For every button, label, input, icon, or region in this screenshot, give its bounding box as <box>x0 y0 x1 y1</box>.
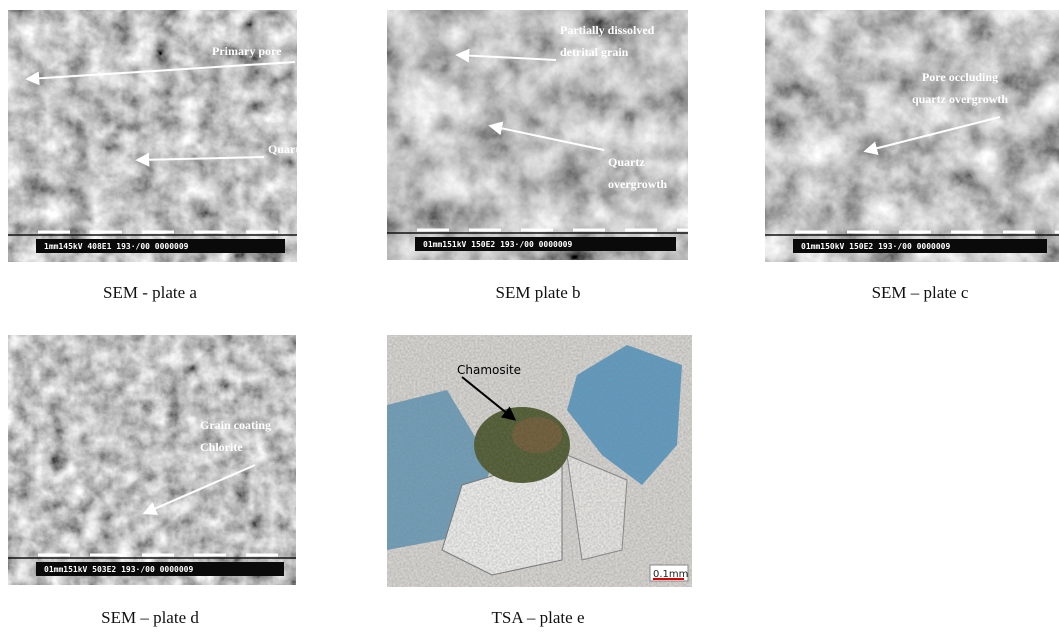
annotation-arrow <box>863 116 1001 156</box>
scale-band <box>415 237 676 251</box>
scale-text: 01mm151kV 503E2 193·/00 0000009 <box>44 565 193 574</box>
scale-box <box>649 564 689 582</box>
caption: SEM – plate d <box>101 608 199 627</box>
scale-text: 1mm145kV 408E1 193·/00 0000009 <box>44 242 189 251</box>
sem-texture <box>765 10 1059 262</box>
plate: 01mm151kV 150E2 193·/00 0000009 Partially… <box>387 10 688 302</box>
micrograph: 01mm151kV 503E2 193·/00 0000009 <box>8 335 296 585</box>
scale-text: 01mm151kV 150E2 193·/00 0000009 <box>423 240 572 249</box>
plate: 01mm151kV 503E2 193·/00 0000009 Grain coa… <box>8 335 296 627</box>
plate: 1mm145kV 408E1 193·/00 0000009 Primary po… <box>8 10 305 302</box>
annotation-label: Chlorite <box>200 440 243 454</box>
caption: SEM – plate c <box>872 283 969 302</box>
scale-band <box>36 562 284 576</box>
annotation-label: detrital grain <box>560 45 629 59</box>
annotation-arrow <box>25 61 296 86</box>
micrograph: 01mm150kV 150E2 193·/00 0000009 <box>765 10 1059 262</box>
annotation-arrow <box>455 48 557 63</box>
plate: 01mm150kV 150E2 193·/00 0000009 Pore occl… <box>765 10 1059 302</box>
annotation-label: Grain coating <box>200 418 271 432</box>
annotation-label: Chamosite <box>457 363 521 377</box>
annotation-arrow <box>135 152 265 167</box>
annotation-label: Quartz <box>608 155 645 169</box>
annotation-label: quartz overgrowth <box>912 92 1008 106</box>
caption: SEM plate b <box>496 283 581 302</box>
micrograph: 0.1mm <box>387 335 692 587</box>
annotation-arrow <box>461 376 517 421</box>
annotation-label: Primary pore <box>212 44 282 58</box>
scale-band <box>793 239 1047 253</box>
annotation-label: Quartz <box>268 142 305 156</box>
annotation-label: Partially dissolved <box>560 23 655 37</box>
annotation-label: overgrowth <box>608 177 667 191</box>
micrograph: 1mm145kV 408E1 193·/00 0000009 <box>8 10 297 262</box>
plate: 0.1mm Chamosite TSA – plate e <box>387 335 692 627</box>
sem-texture <box>8 10 297 262</box>
scale-text: 01mm150kV 150E2 193·/00 0000009 <box>801 242 950 251</box>
caption: SEM - plate a <box>103 283 197 302</box>
caption: TSA – plate e <box>491 608 584 627</box>
annotation-arrow <box>488 121 605 151</box>
sem-texture <box>8 335 296 585</box>
scale-text: 0.1mm <box>653 569 688 580</box>
grain-noise <box>387 335 692 587</box>
annotation-arrow <box>142 464 256 515</box>
scale-band <box>36 239 285 253</box>
annotation-label: Pore occluding <box>922 70 998 84</box>
